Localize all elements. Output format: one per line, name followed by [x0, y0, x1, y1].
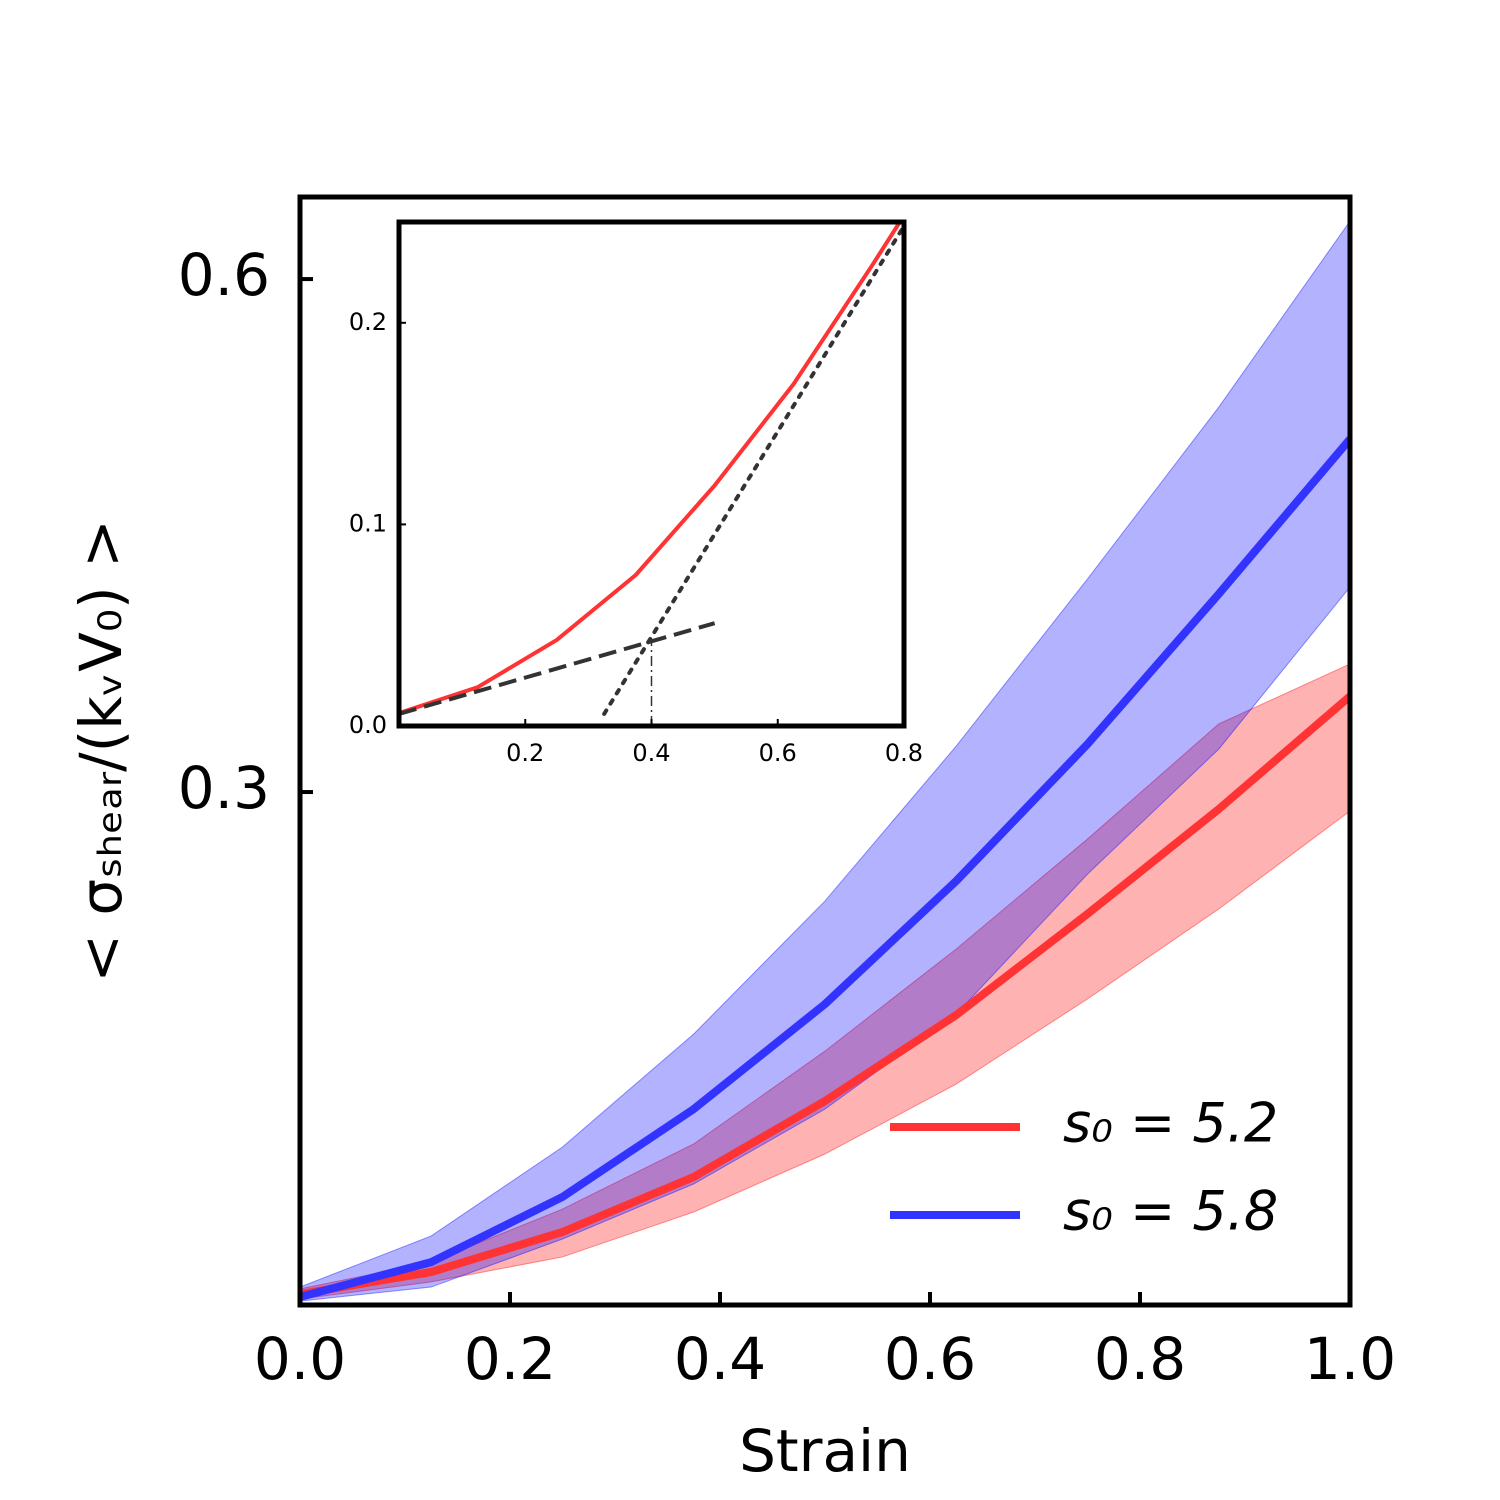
x-tick-label: 0.8 [1094, 1325, 1186, 1393]
axes-frame [297, 194, 1353, 1308]
y-tick-label: 0.0 [349, 711, 387, 739]
x-tick-label: 0.8 [885, 739, 923, 767]
x-axis-label: Strain [739, 1417, 911, 1485]
line [399, 222, 903, 715]
x-tick-label: 0.2 [464, 1325, 556, 1393]
y-axis-label: < σₛₕₑₐᵣ/(kᵥV₀) > [67, 519, 135, 982]
x-tick-label: 1.0 [1304, 1325, 1396, 1393]
fit-line [399, 621, 716, 716]
x-tick-label: 0.2 [506, 739, 544, 767]
y-tick-label: 0.6 [178, 241, 270, 309]
y-tick-label: 0.3 [178, 754, 270, 822]
plot-area [399, 222, 904, 726]
x-tick-label: 0.4 [632, 739, 670, 767]
fit-line [602, 224, 904, 716]
y-tick-label: 0.2 [349, 308, 387, 336]
line [300, 436, 1350, 1301]
x-tick-label: 0.6 [759, 739, 797, 767]
line [300, 693, 1350, 1299]
confidence-band [300, 220, 1350, 1302]
x-tick-label: 0.0 [254, 1325, 346, 1393]
legend-label: s₀ = 5.8 [1063, 1180, 1278, 1243]
y-tick-label: 0.1 [349, 509, 387, 537]
legend-label: s₀ = 5.2 [1063, 1092, 1278, 1155]
plot-area [300, 220, 1350, 1302]
confidence-band [300, 663, 1350, 1300]
x-tick-label: 0.6 [884, 1325, 976, 1393]
x-tick-label: 0.4 [674, 1325, 766, 1393]
